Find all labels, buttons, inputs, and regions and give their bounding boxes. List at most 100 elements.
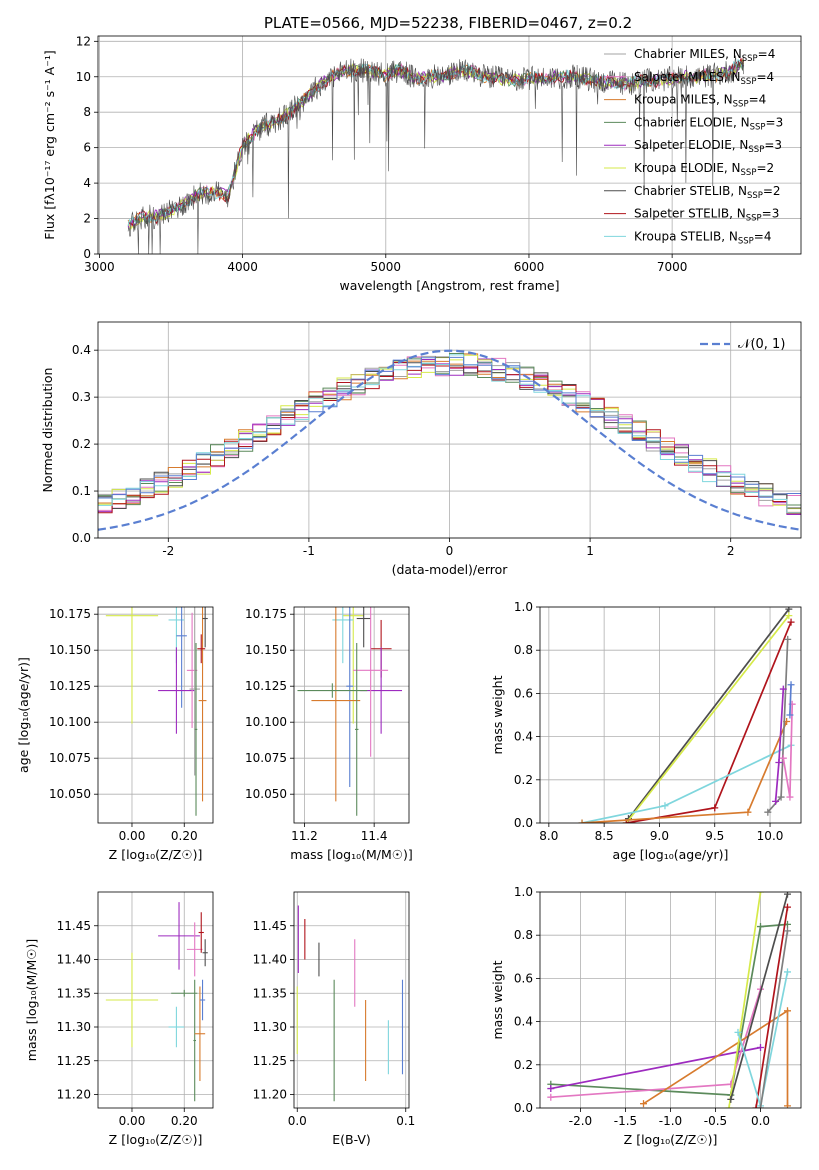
mass-weight-vs-age-panel: 8.0 8.5 9.0 9.5 10.0 0.0 0.2 0.4 0.6 0.8 1.0 age [l… [490,600,802,862]
legend-entry: 𝒩(0, 1) [738,337,785,352]
x-axis-label: Z [log₁₀(Z/Z☉)] [109,847,203,862]
x-tick-label: 1 [586,544,594,558]
y-tick-label: 10.150 [49,643,91,657]
y-tick-label: 10.050 [245,787,287,801]
y-tick-label: 11.45 [253,919,287,933]
y-axis-label: mass weight [490,960,505,1039]
x-tick-label: -2 [162,544,174,558]
weight-marker [784,903,791,911]
x-tick-label: 4000 [227,260,258,274]
y-tick-label: 10.150 [245,643,287,657]
y-tick-label: 6 [83,141,91,155]
weight-marker [578,819,586,823]
x-tick-label: 9.0 [650,829,669,843]
weight-marker [786,793,794,801]
y-tick-label: 0.3 [72,390,91,404]
legend-entry: Salpeter MILES, NSSP=4 [634,70,774,87]
y-tick-label: 10.100 [245,715,287,729]
y-tick-label: 0.6 [514,686,533,700]
x-axis-label: (data-model)/error [392,562,509,577]
plot-area [578,607,796,823]
y-tick-label: 1.0 [514,600,533,614]
y-axis-label: age [log₁₀(age/yr)] [16,657,31,773]
plot-area [98,349,801,531]
x-axis-label: mass [log₁₀(M/M☉)] [290,847,412,862]
y-tick-label: 0 [83,247,91,261]
error-bar [193,979,197,1102]
y-tick-label: 10.075 [49,751,91,765]
weight-line [728,892,762,1108]
axes-frame [97,35,802,255]
weight-line [625,615,790,823]
error-bar [158,902,200,970]
weight-marker [734,1028,742,1036]
x-tick-label: 0.0 [288,1114,307,1128]
error-bar [168,1006,185,1048]
weight-marker [640,1100,647,1108]
error-bar [202,939,208,967]
x-tick-label: 8.5 [595,829,614,843]
histogram-step [98,356,801,499]
axes-frame [293,891,410,1109]
y-tick-label: 10.175 [245,607,287,621]
legend-entry: Salpeter ELODIE, NSSP=3 [634,138,782,155]
y-tick-label: 10.125 [49,679,91,693]
y-tick-label: 11.40 [253,953,287,967]
figure-title: PLATE=0566, MJD=52238, FIBERID=0467, z=0… [264,14,632,32]
weight-line [767,639,789,813]
x-axis-label: Z [log₁₀(Z/Z☉)] [109,1132,203,1147]
plot-area [105,607,208,816]
weight-marker [779,685,787,693]
weight-marker [784,1007,791,1015]
y-tick-label: 10 [76,70,91,84]
weight-marker [764,808,772,816]
error-bar [186,922,203,977]
age-vs-metallicity-panel: 0.00 0.20 10.050 10.075 10.100 10.125 10.150 10… [16,606,214,862]
y-tick-label: 11.35 [253,986,287,1000]
y-tick-label: 12 [76,34,91,48]
y-tick-label: 4 [83,176,91,190]
error-bar [176,607,187,708]
error-bar [354,643,359,816]
error-bar [346,607,354,787]
y-tick-label: 11.20 [253,1088,287,1102]
plot-area [127,55,745,254]
error-bar [297,683,368,698]
y-tick-label: 0.6 [514,971,533,985]
error-bar [171,989,198,997]
y-tick-label: 0.2 [514,773,533,787]
y-tick-label: 8 [83,105,91,119]
x-tick-label: 3000 [84,260,115,274]
y-tick-label: 0.8 [514,928,533,942]
weight-marker [785,607,793,613]
y-tick-label: 2 [83,212,91,226]
error-bar [202,607,208,648]
y-axis-label: Flux [fλ10⁻¹⁷ erg cm⁻² s⁻¹ A⁻¹] [42,50,57,239]
plot-area [105,902,208,1102]
y-tick-label: 0.8 [514,643,533,657]
error-bar [356,607,371,648]
weight-marker [777,793,785,801]
weight-marker [547,1093,555,1101]
error-bar [197,634,206,664]
x-tick-label: 0.00 [119,1114,146,1128]
mass-weight-vs-metallicity-panel: -2.0 -1.5 -1.0 -0.5 0.0 0.0 0.2 0.4 0.6 0.8 1.0 Z [… [490,885,802,1147]
plot-area [547,892,791,1108]
y-axis-label: mass weight [490,675,505,754]
y-axis-label: mass [log₁₀(M/M☉)] [24,939,39,1061]
y-axis-label: Normed distribution [40,368,55,493]
x-tick-label: 0.20 [171,1114,198,1128]
x-tick-label: -0.5 [704,1114,727,1128]
error-bar [189,607,200,776]
error-bar [105,607,159,724]
x-tick-label: 8.0 [539,829,558,843]
x-tick-label: 0.00 [119,829,146,843]
x-axis-label: E(B-V) [332,1132,371,1147]
x-tick-label: 5000 [371,260,402,274]
weight-marker [757,892,764,896]
x-tick-label: -1 [303,544,315,558]
weight-line [755,906,789,1108]
y-tick-label: 11.30 [253,1020,287,1034]
age-vs-mass-panel: 11.2 11.4 10.050 10.075 10.100 10.125 10.150 10… [245,606,413,862]
